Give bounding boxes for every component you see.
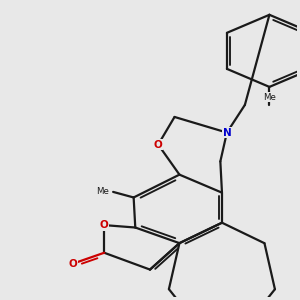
Text: O: O <box>100 220 109 230</box>
Text: Me: Me <box>263 93 276 102</box>
Text: N: N <box>223 128 231 138</box>
Text: O: O <box>69 259 77 269</box>
Text: O: O <box>154 140 163 150</box>
Text: Me: Me <box>96 188 109 196</box>
